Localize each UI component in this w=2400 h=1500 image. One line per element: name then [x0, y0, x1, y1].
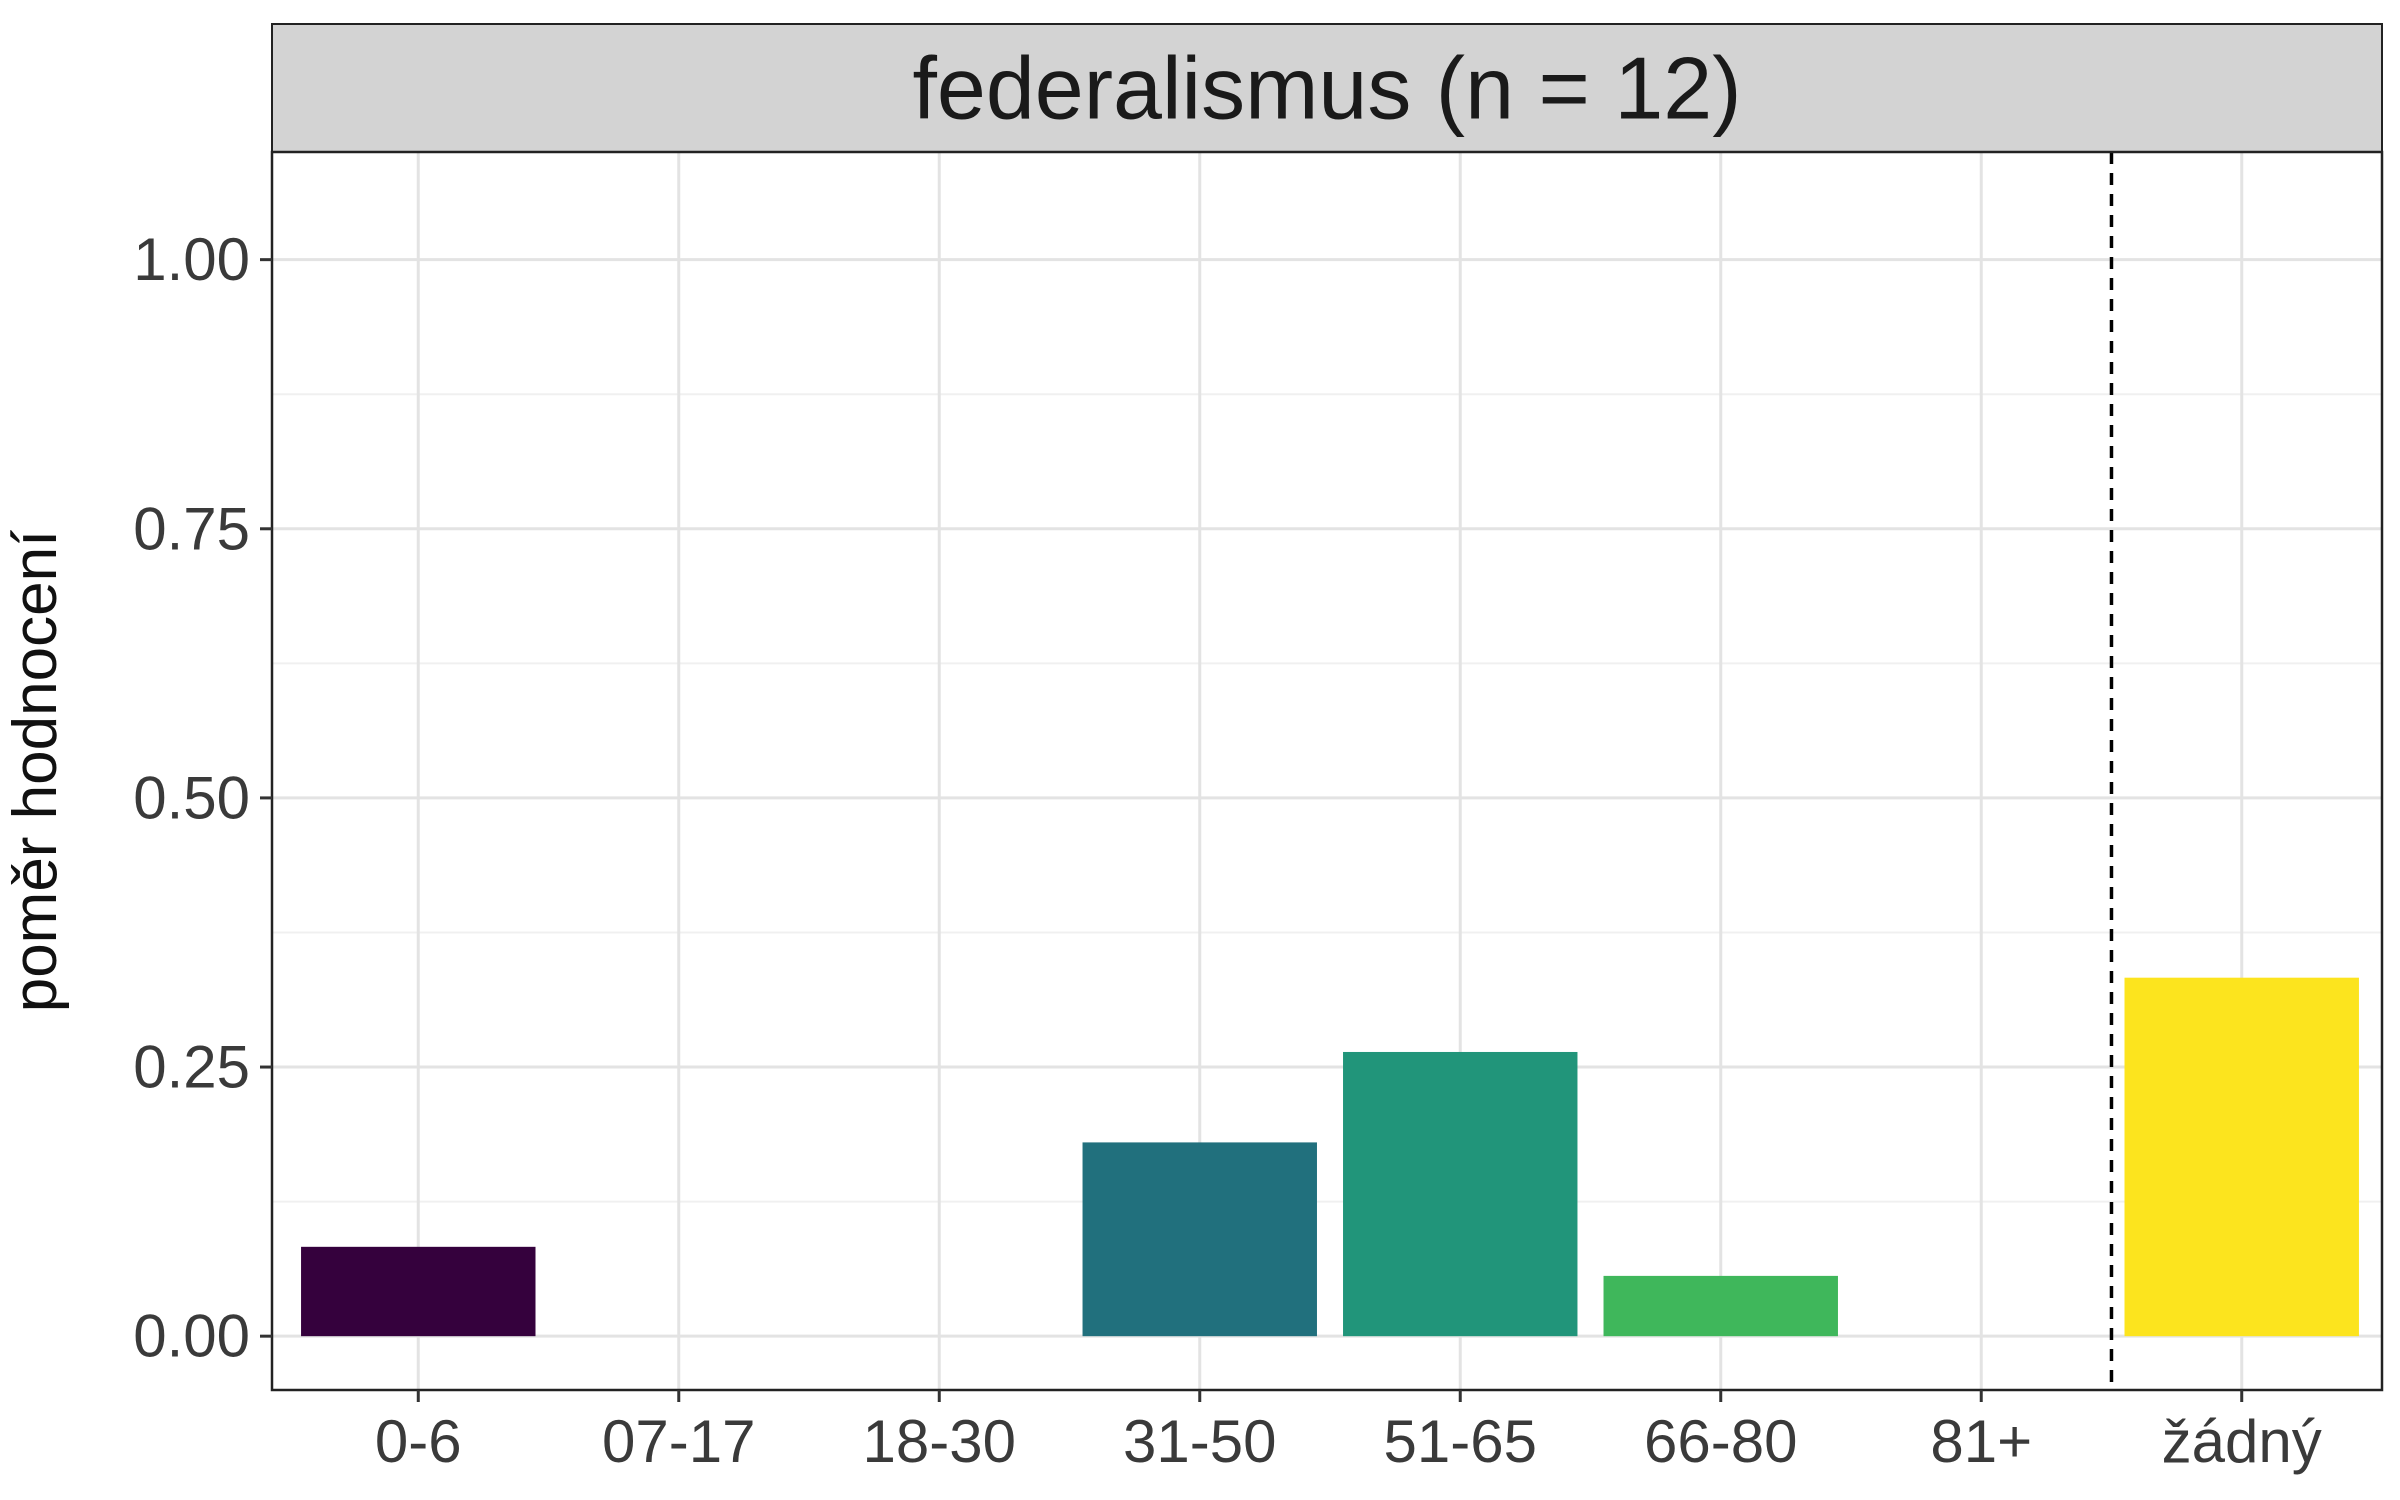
x-tick-label: 18-30	[863, 1408, 1016, 1475]
x-tick-label: 51-65	[1384, 1408, 1537, 1475]
grid-lines	[272, 152, 2382, 1390]
bar-žádný	[2124, 977, 2359, 1337]
x-tick-label: 31-50	[1123, 1408, 1276, 1475]
axis-ticks: 0.00 0.25 0.50 0.75 1.00 0-6 07-17 18-30 31-50 51…	[133, 226, 2322, 1475]
x-tick-label: 66-80	[1644, 1408, 1797, 1475]
y-tick-label: 0.75	[133, 495, 250, 562]
facet-strip	[271, 23, 2383, 153]
y-tick-label: 0.00	[133, 1303, 250, 1370]
y-axis-title: poměr hodnocení	[1, 530, 70, 1013]
x-tick-label: 0-6	[375, 1408, 462, 1475]
y-tick-label: 0.50	[133, 764, 250, 831]
bars	[301, 977, 2359, 1337]
y-tick-label: 0.25	[133, 1034, 250, 1101]
plot-panel	[272, 152, 2382, 1390]
panel-border	[270, 150, 2384, 1392]
bar-31-50	[1082, 1142, 1317, 1337]
chart-title: federalismus (n = 12)	[912, 39, 1741, 138]
bar-66-80	[1603, 1275, 1838, 1337]
x-tick-label: žádný	[2162, 1408, 2322, 1475]
y-tick-label: 1.00	[133, 226, 250, 293]
x-tick-label: 81+	[1930, 1408, 2032, 1475]
bar-0-6	[301, 1246, 536, 1337]
bar-51-65	[1343, 1051, 1578, 1337]
x-tick-label: 07-17	[602, 1408, 755, 1475]
